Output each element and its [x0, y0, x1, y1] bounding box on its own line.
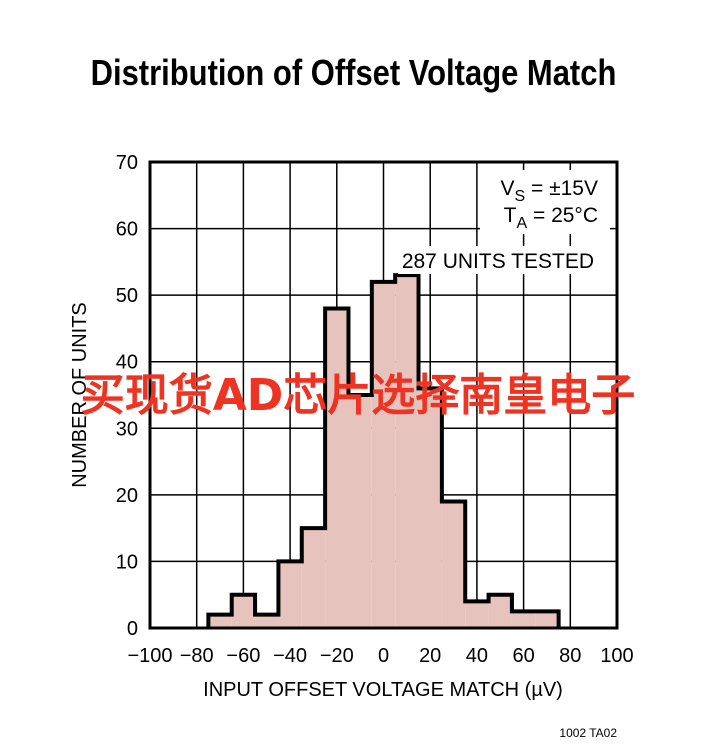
x-tick-label: −80 — [180, 645, 214, 667]
y-tick-label: 30 — [116, 418, 138, 440]
x-tick-label: 40 — [466, 645, 488, 667]
x-tick-label: 80 — [559, 645, 581, 667]
x-tick-label: −40 — [273, 645, 307, 667]
histogram-bar — [301, 528, 326, 628]
histogram-outline — [206, 273, 561, 628]
x-tick-label: 60 — [512, 645, 534, 667]
y-tick-label: 10 — [116, 551, 138, 573]
y-tick-label: 60 — [116, 219, 138, 241]
histogram-bar — [535, 611, 559, 628]
annotation-units-tested: 287 UNITS TESTED — [402, 250, 594, 273]
plot-frame — [148, 160, 619, 630]
histogram-bar — [208, 614, 232, 628]
x-tick-label: −20 — [320, 645, 354, 667]
annotation-supply-voltage: VS = ±15V — [500, 177, 598, 205]
y-tick-label: 40 — [116, 352, 138, 374]
histogram-bar — [255, 614, 279, 628]
histogram-bar — [278, 561, 302, 628]
histogram-bar — [231, 594, 256, 628]
histogram-bar — [325, 308, 349, 628]
chart-title: Distribution of Offset Voltage Match — [90, 52, 617, 93]
x-tick-label: 20 — [419, 645, 441, 667]
y-tick-label: 20 — [116, 485, 138, 507]
annotation-temperature: TA = 25°C — [504, 204, 598, 232]
histogram-bar — [488, 594, 512, 628]
y-tick-labels: 0 10 20 30 40 50 60 70 — [116, 152, 138, 640]
histogram-bars — [208, 275, 559, 628]
y-tick-label: 0 — [127, 618, 138, 640]
x-tick-labels: −100 −80 −60 −40 −20 0 20 40 60 80 100 — [127, 645, 633, 667]
x-tick-label: −60 — [226, 645, 260, 667]
figure-id: 1002 TA02 — [559, 726, 617, 740]
histogram-bar — [348, 395, 372, 628]
x-axis-label: INPUT OFFSET VOLTAGE MATCH (µV) — [203, 679, 563, 701]
histogram-bar — [511, 611, 536, 628]
x-tick-label: −100 — [127, 645, 172, 667]
histogram-bar — [371, 281, 396, 628]
x-tick-label: 100 — [600, 645, 633, 667]
x-tick-label: 0 — [378, 645, 389, 667]
annotation-background — [398, 246, 598, 274]
y-axis-label: NUMBER OF UNITS — [69, 302, 91, 488]
y-tick-label: 70 — [116, 152, 138, 174]
y-tick-label: 50 — [116, 285, 138, 307]
histogram-bar — [395, 275, 419, 628]
histogram-bar — [418, 388, 442, 628]
histogram-bar — [465, 601, 489, 628]
watermark-text: 买现货AD芯片选择南皇电子 — [81, 370, 636, 421]
histogram-bar — [441, 501, 466, 628]
annotation-background — [480, 170, 610, 234]
